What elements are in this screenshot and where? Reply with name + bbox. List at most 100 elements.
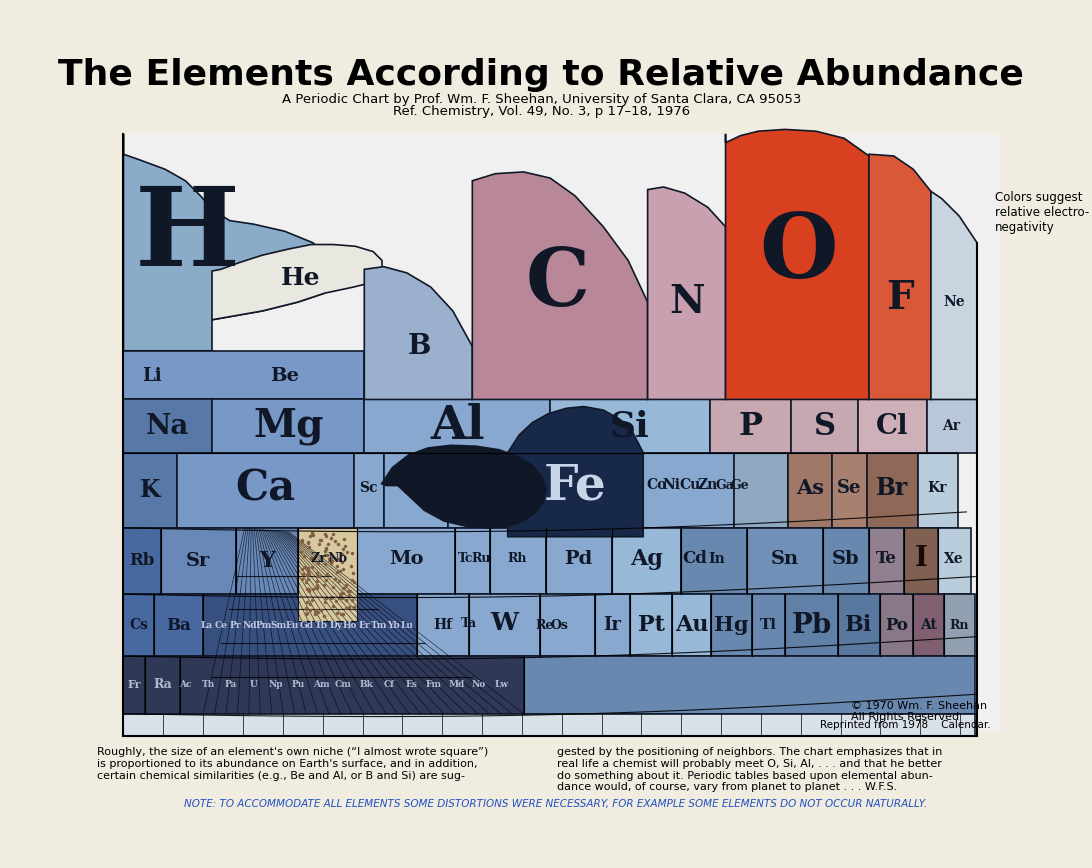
Text: Ac: Ac bbox=[179, 680, 192, 689]
Text: Mn: Mn bbox=[478, 477, 501, 490]
Polygon shape bbox=[879, 595, 913, 656]
Text: H: H bbox=[134, 182, 240, 289]
Polygon shape bbox=[180, 656, 524, 713]
Polygon shape bbox=[357, 528, 454, 595]
Polygon shape bbox=[508, 406, 643, 536]
Text: P: P bbox=[738, 411, 762, 442]
Text: Zn: Zn bbox=[698, 478, 717, 492]
Text: C: C bbox=[525, 246, 590, 324]
Text: Ge: Ge bbox=[731, 479, 749, 492]
Text: Reprinted from 1978    Calendar.: Reprinted from 1978 Calendar. bbox=[820, 720, 990, 730]
Polygon shape bbox=[917, 452, 958, 528]
Polygon shape bbox=[630, 595, 673, 656]
Text: Rb: Rb bbox=[129, 552, 155, 569]
Text: Tb: Tb bbox=[314, 621, 328, 630]
Text: Ref. Chemistry, Vol. 49, No. 3, p 17–18, 1976: Ref. Chemistry, Vol. 49, No. 3, p 17–18,… bbox=[393, 105, 690, 118]
Text: A Periodic Chart by Prof. Wm. F. Sheehan, University of Santa Clara, CA 95053: A Periodic Chart by Prof. Wm. F. Sheehan… bbox=[282, 93, 802, 106]
Polygon shape bbox=[546, 528, 613, 595]
Polygon shape bbox=[858, 399, 926, 452]
Polygon shape bbox=[123, 713, 975, 736]
Polygon shape bbox=[123, 399, 212, 452]
Text: Au: Au bbox=[675, 615, 709, 636]
Text: gested by the positioning of neighbors. The chart emphasizes that in
real life a: gested by the positioning of neighbors. … bbox=[557, 747, 942, 792]
Text: Zr: Zr bbox=[310, 552, 327, 565]
Text: Br: Br bbox=[876, 476, 909, 500]
Polygon shape bbox=[791, 399, 858, 452]
Text: Gd: Gd bbox=[300, 621, 314, 630]
Text: Nb: Nb bbox=[328, 552, 347, 565]
Text: Tm: Tm bbox=[370, 621, 387, 630]
Text: Ti: Ti bbox=[400, 473, 431, 500]
Text: Cr: Cr bbox=[464, 477, 480, 490]
Text: Es: Es bbox=[405, 680, 417, 689]
Text: S: S bbox=[814, 411, 835, 442]
Text: O: O bbox=[759, 210, 838, 297]
Text: Er: Er bbox=[358, 621, 370, 630]
Polygon shape bbox=[123, 452, 177, 528]
Text: Sb: Sb bbox=[832, 549, 859, 568]
Text: Xe: Xe bbox=[945, 552, 964, 566]
Polygon shape bbox=[123, 134, 336, 351]
Polygon shape bbox=[725, 129, 869, 399]
Polygon shape bbox=[203, 528, 524, 713]
Polygon shape bbox=[468, 595, 539, 656]
Text: Al: Al bbox=[430, 403, 485, 449]
Polygon shape bbox=[177, 452, 354, 528]
Polygon shape bbox=[926, 399, 977, 452]
Text: Mo: Mo bbox=[389, 549, 424, 568]
Polygon shape bbox=[524, 656, 975, 713]
Text: Hf: Hf bbox=[434, 618, 453, 632]
Polygon shape bbox=[298, 528, 357, 595]
Polygon shape bbox=[673, 595, 711, 656]
Polygon shape bbox=[123, 528, 161, 595]
Text: Np: Np bbox=[269, 680, 283, 689]
Polygon shape bbox=[417, 595, 468, 656]
Polygon shape bbox=[823, 528, 869, 595]
Text: Roughly, the size of an element's own niche (“I almost wrote square”)
is proport: Roughly, the size of an element's own ni… bbox=[97, 747, 488, 780]
Text: Re: Re bbox=[536, 619, 554, 632]
Text: Pb: Pb bbox=[792, 612, 831, 639]
Text: Cu: Cu bbox=[679, 478, 701, 492]
Polygon shape bbox=[298, 528, 357, 621]
Text: Fe: Fe bbox=[544, 463, 606, 510]
Text: In: In bbox=[709, 552, 725, 566]
Text: Colors suggest
relative electro-
negativity: Colors suggest relative electro- negativ… bbox=[995, 192, 1089, 234]
Polygon shape bbox=[490, 528, 546, 595]
Text: Ag: Ag bbox=[630, 548, 663, 570]
Text: Ra: Ra bbox=[153, 678, 171, 691]
Polygon shape bbox=[123, 134, 1000, 732]
Polygon shape bbox=[832, 452, 867, 528]
Text: Cm: Cm bbox=[335, 680, 352, 689]
Text: Nd: Nd bbox=[242, 621, 257, 630]
Text: Ho: Ho bbox=[343, 621, 357, 630]
Text: Y: Y bbox=[259, 549, 275, 572]
Text: Pa: Pa bbox=[225, 680, 237, 689]
Polygon shape bbox=[161, 528, 236, 595]
Text: Cs: Cs bbox=[129, 618, 149, 632]
Text: Bi: Bi bbox=[845, 615, 873, 636]
Polygon shape bbox=[931, 192, 977, 399]
Text: Pd: Pd bbox=[565, 549, 593, 568]
Text: Tc: Tc bbox=[458, 552, 473, 565]
Polygon shape bbox=[594, 595, 630, 656]
Text: Sr: Sr bbox=[186, 552, 210, 569]
Text: B: B bbox=[407, 332, 431, 360]
Text: Pu: Pu bbox=[292, 680, 305, 689]
Text: At: At bbox=[919, 618, 937, 632]
Text: Na: Na bbox=[146, 412, 189, 439]
Polygon shape bbox=[913, 595, 945, 656]
Text: W: W bbox=[490, 611, 519, 635]
Text: Os: Os bbox=[550, 619, 568, 632]
Polygon shape bbox=[123, 656, 145, 713]
Polygon shape bbox=[838, 595, 879, 656]
Text: K: K bbox=[140, 477, 161, 502]
Polygon shape bbox=[869, 155, 931, 399]
Text: He: He bbox=[281, 266, 320, 290]
Text: Rn: Rn bbox=[950, 619, 969, 632]
Text: Am: Am bbox=[312, 680, 329, 689]
Text: Md: Md bbox=[448, 680, 464, 689]
Text: Cl: Cl bbox=[876, 412, 909, 439]
Polygon shape bbox=[123, 351, 365, 399]
Polygon shape bbox=[735, 452, 787, 528]
Text: Be: Be bbox=[270, 366, 299, 385]
